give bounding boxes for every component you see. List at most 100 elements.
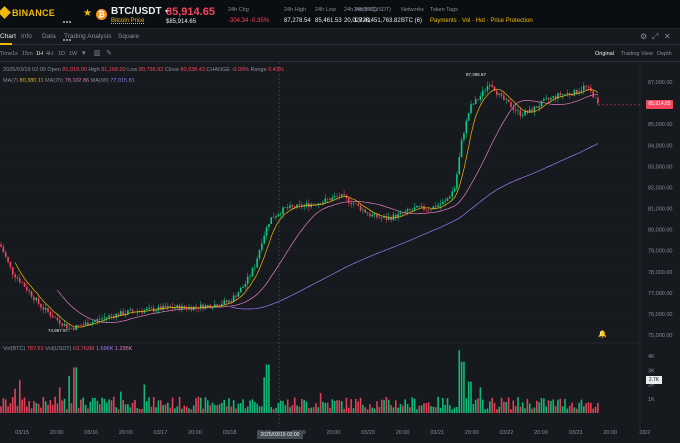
stat-24h-vol-btc-value: 20,028.41 <box>344 18 371 24</box>
candle-body <box>493 86 496 91</box>
last-price: 85,914.65 <box>166 6 215 18</box>
candle-body <box>26 286 28 291</box>
volume-bar <box>164 404 167 413</box>
timeframe-1w[interactable]: 1W <box>69 51 78 57</box>
ohlc-open: 81,019.00 <box>62 67 87 73</box>
view-depth[interactable]: Depth <box>657 51 672 57</box>
volume-bar <box>425 403 428 413</box>
volume-bar <box>392 407 395 413</box>
candle-body <box>418 205 421 207</box>
volume-bar <box>284 405 287 413</box>
ohlc-change: -0.09% <box>231 67 249 73</box>
price-axis-label: 84,000.00 <box>648 143 672 149</box>
volume-bar <box>279 400 282 413</box>
ma7-line <box>14 88 599 328</box>
volume-bar <box>230 406 233 413</box>
candle-body <box>453 188 456 192</box>
volume-bar <box>256 403 258 413</box>
candle-body <box>395 214 397 218</box>
candle-body <box>199 304 202 309</box>
volume-bar <box>54 396 56 413</box>
candle-body <box>44 307 47 310</box>
timeframe-1d[interactable]: 1D <box>58 51 66 57</box>
price-axis-label: 83,000.00 <box>648 164 672 170</box>
timeframe-1h[interactable]: 1H <box>36 51 44 57</box>
volume-bar <box>446 398 449 413</box>
price-chart[interactable]: 87,000.0086,000.0085,000.0084,000.0083,0… <box>0 62 680 443</box>
volume-bar <box>310 407 312 413</box>
volume-bar <box>225 406 228 413</box>
apps-grid-icon[interactable] <box>63 11 72 41</box>
candle-body <box>242 286 244 289</box>
volume-bar <box>326 402 329 413</box>
binance-logo[interactable]: BINANCE <box>0 6 55 19</box>
candle-body <box>348 197 350 204</box>
tab-data[interactable]: Data <box>42 33 56 40</box>
pair-subtitle-link[interactable]: Bitcoin Price <box>111 18 145 24</box>
volume-bar <box>244 408 247 413</box>
indicator-icon[interactable]: ▥ <box>94 50 101 57</box>
price-alert-bell-icon[interactable]: 🔔 <box>598 331 607 338</box>
candle-body <box>268 223 270 228</box>
candle-body <box>145 308 148 311</box>
timeframe-4h[interactable]: 4H <box>46 51 54 57</box>
volume-bar <box>242 399 244 413</box>
candle-body <box>56 317 59 321</box>
candle-body <box>305 203 308 206</box>
candle-body <box>352 203 355 205</box>
candle-body <box>355 203 357 205</box>
tab-info[interactable]: Info <box>21 33 32 40</box>
close-icon[interactable]: ✕ <box>664 32 671 41</box>
candle-body <box>211 307 214 309</box>
volume-bar <box>451 409 453 413</box>
candle-body <box>181 305 183 311</box>
tab-square[interactable]: Square <box>118 33 139 40</box>
caret-down-icon: ▼ <box>163 9 171 16</box>
candle-body <box>557 93 559 99</box>
drawing-tool-icon[interactable]: ✎ <box>106 50 112 57</box>
volume-bar <box>204 397 207 413</box>
timeframe-15m[interactable]: 15m <box>22 51 33 57</box>
price-axis: 87,000.0086,000.0085,000.0084,000.0083,0… <box>648 80 672 339</box>
volume-bar <box>474 399 477 413</box>
ohlc-close-label: Close <box>164 67 179 73</box>
tab-trading-analysis[interactable]: Trading Analysis <box>64 33 112 40</box>
view-original[interactable]: Original <box>595 51 614 57</box>
candle-body <box>131 309 134 312</box>
settings-gear-icon[interactable]: ⚙ <box>640 32 648 41</box>
volume-bar <box>594 406 597 413</box>
candle-body <box>230 300 233 302</box>
candle-body <box>568 93 571 95</box>
volume-bar <box>152 397 155 413</box>
chart-type-icon[interactable]: ▾ <box>82 50 86 57</box>
stat-networks-value[interactable]: BTC (6) <box>401 18 422 24</box>
tab-chart[interactable]: Chart <box>0 33 16 40</box>
view-trading-view[interactable]: Trading View <box>621 51 653 57</box>
candle-body <box>538 106 540 108</box>
candle-body <box>404 211 406 214</box>
volume-bar <box>517 397 519 413</box>
stat-token-tags-value[interactable]: Payments · Vol · Hot · Price Protection <box>430 18 533 24</box>
fullscreen-icon[interactable]: ⤢ <box>652 32 659 41</box>
candle-body <box>442 201 444 205</box>
timeframe-time[interactable]: Time <box>0 51 13 57</box>
candle-body <box>42 307 45 310</box>
crosshair-date-tag: 2025/03/19 02:00 <box>257 431 303 439</box>
volume-bar <box>376 401 378 413</box>
btc-coin-icon: ₿ <box>96 9 107 20</box>
volume-bar <box>538 402 540 413</box>
volume-bar <box>420 405 423 413</box>
volume-bar <box>202 408 204 413</box>
timeframe-1s[interactable]: 1s <box>12 51 18 57</box>
candle-body <box>420 206 423 207</box>
favorite-star-icon[interactable]: ★ <box>83 8 92 19</box>
candle-body <box>362 209 364 211</box>
volume-bar <box>303 399 305 413</box>
pair-selector[interactable]: BTC/USDT ▼ <box>111 6 171 17</box>
volume-bar <box>369 404 371 413</box>
candle-body <box>479 96 482 100</box>
candle-body <box>185 307 188 310</box>
candle-body <box>315 204 317 205</box>
candle-body <box>2 246 5 253</box>
volume-bar <box>265 364 268 413</box>
